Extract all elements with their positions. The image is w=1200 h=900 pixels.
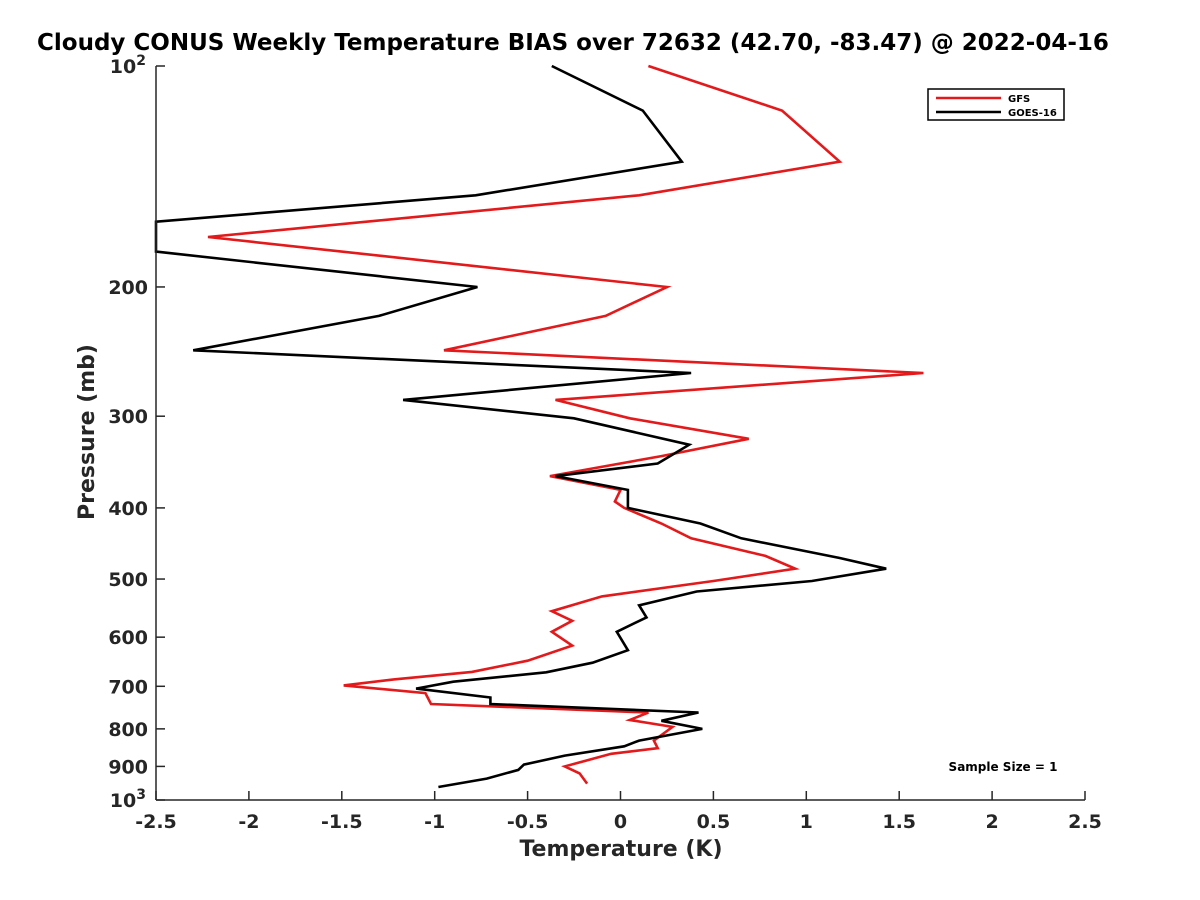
series-layer — [154, 64, 924, 789]
legend-box — [927, 88, 1065, 121]
y-tick-label: 500 — [108, 569, 148, 591]
legend-label: GFS — [1008, 94, 1030, 105]
sample-size-annotation: Sample Size = 1 — [949, 760, 1058, 774]
legend-label: GOES-16 — [1008, 108, 1057, 119]
x-tick-label: 0.5 — [697, 811, 731, 833]
series-line-gfs — [207, 64, 924, 785]
x-tick-label: 2.5 — [1068, 811, 1102, 833]
x-tick-label: -1 — [424, 811, 445, 833]
x-tick-label: -2.5 — [135, 811, 177, 833]
x-tick-label: 0 — [614, 811, 627, 833]
y-tick-label: 103 — [110, 787, 146, 812]
series-line-goes-16 — [154, 64, 887, 789]
x-tick-label: -1.5 — [321, 811, 363, 833]
y-axis-title: Pressure (mb) — [75, 344, 100, 520]
y-tick-label: 300 — [108, 406, 148, 428]
axes-layer: -2.5 -2 -1.5 -1 -0.5 0 0.5 1 1.5 2 2.5 102 200 300 400… — [108, 53, 1102, 833]
y-tick-label: 600 — [108, 627, 148, 649]
legend: GFS GOES-16 — [936, 94, 1057, 119]
x-tick-label: 1 — [800, 811, 813, 833]
y-tick-label: 700 — [108, 676, 148, 698]
x-axis-title: Temperature (K) — [519, 837, 722, 862]
x-tick-label: 1.5 — [882, 811, 916, 833]
y-tick-label: 900 — [108, 756, 148, 778]
x-tick-label: -2 — [238, 811, 259, 833]
x-tick-label: 2 — [985, 811, 998, 833]
y-tick-label: 400 — [108, 498, 148, 520]
x-tick-label: -0.5 — [507, 811, 549, 833]
chart-title: Cloudy CONUS Weekly Temperature BIAS ove… — [37, 30, 1109, 56]
y-tick-label: 102 — [110, 53, 146, 78]
y-tick-label: 800 — [108, 719, 148, 741]
y-tick-label: 200 — [108, 277, 148, 299]
